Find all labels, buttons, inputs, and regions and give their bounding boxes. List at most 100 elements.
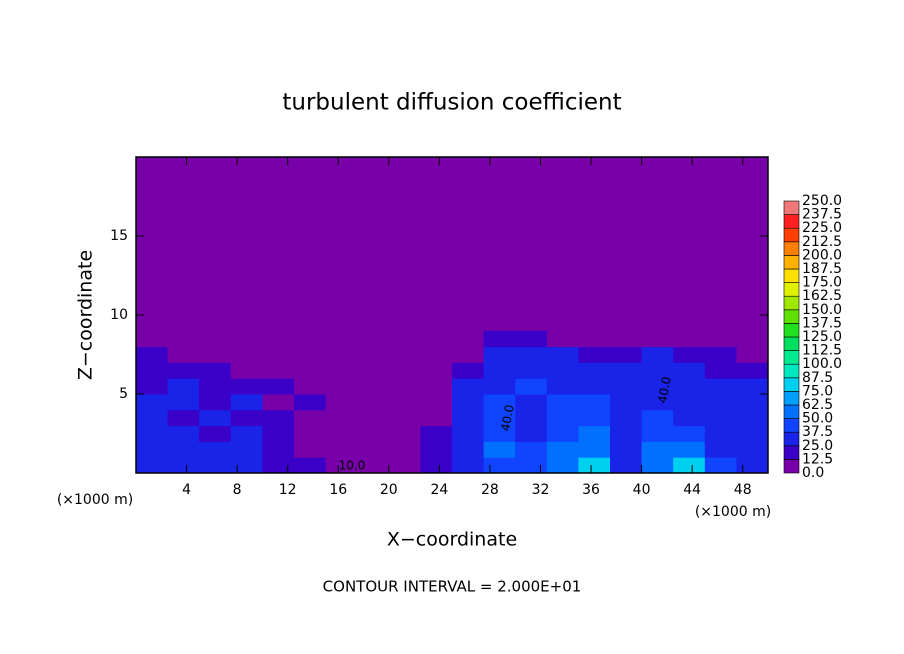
x-axis-label: X−coordinate [387, 529, 517, 551]
field-cell [262, 425, 295, 442]
field-cell [199, 457, 232, 474]
field-cell [199, 409, 232, 427]
colorbar-box [783, 214, 800, 229]
field-cell [546, 457, 579, 474]
field-cell [641, 425, 674, 442]
field-cell [704, 409, 737, 427]
field-cell [388, 441, 421, 458]
colorbar-box [783, 200, 800, 215]
field-cell [294, 409, 327, 427]
field-cell [420, 409, 453, 427]
field-cell [736, 457, 769, 474]
field-cell [136, 378, 169, 395]
field-cell [673, 346, 706, 363]
field-cell [704, 425, 737, 442]
field-cell [357, 409, 390, 427]
colorbar-box [783, 295, 800, 311]
field-cell [388, 362, 421, 379]
field-cell [578, 378, 611, 395]
field-cell [325, 346, 358, 363]
field-cell [578, 441, 611, 458]
field-cell [483, 362, 516, 379]
contour-label: 10.0 [339, 459, 366, 473]
x-tick-label: 36 [582, 482, 600, 498]
field-cell [136, 457, 169, 474]
field-cell [704, 330, 737, 348]
x-tick-label: 16 [329, 482, 347, 498]
field-cell [357, 362, 390, 379]
field-cell [325, 441, 358, 458]
field-cell [736, 394, 769, 411]
y-tick-label: 5 [119, 386, 128, 402]
field-cell [294, 425, 327, 442]
y-axis-label: Z−coordinate [75, 250, 97, 380]
field-cell [136, 346, 169, 363]
field-cell [199, 378, 232, 395]
field-cell [325, 425, 358, 442]
field-cell [136, 394, 169, 411]
x-tick-label: 40 [633, 482, 651, 498]
field-cell [736, 330, 769, 348]
field-cell [546, 441, 579, 458]
field-cell [230, 362, 263, 379]
y-unit: (×1000 m) [57, 492, 133, 508]
field-cell [483, 457, 516, 474]
field-cell [230, 441, 263, 458]
footer: CONTOUR INTERVAL = 2.000E+01 [323, 578, 582, 596]
colorbar-label: 212.5 [802, 234, 842, 250]
colorbar-box [783, 445, 800, 460]
field-cell [641, 330, 674, 348]
field-cell [388, 457, 421, 474]
field-cell [736, 441, 769, 458]
field-cell [515, 425, 548, 442]
field-cell [704, 457, 737, 474]
colorbar-box [783, 268, 800, 283]
field-cell [546, 330, 579, 348]
field-cell [515, 409, 548, 427]
field-cell [452, 330, 485, 348]
y-tick-label: 15 [110, 228, 128, 244]
field-cell [546, 362, 579, 379]
field-cell [736, 362, 769, 379]
field-cell [325, 330, 358, 348]
field-cell [704, 378, 737, 395]
colorbar-label: 125.0 [802, 329, 842, 345]
field-cell [704, 346, 737, 363]
field-cell [294, 378, 327, 395]
field-cell [641, 409, 674, 427]
x-tick-label: 48 [734, 482, 752, 498]
x-tick-label: 24 [430, 482, 448, 498]
colorbar-box [783, 431, 800, 447]
field-cell [704, 441, 737, 458]
field-cell [167, 409, 200, 427]
field-cell [230, 346, 263, 363]
field-cell [294, 362, 327, 379]
field-cell [610, 378, 643, 395]
field-cell [167, 378, 200, 395]
field-cell [546, 394, 579, 411]
field-cell [294, 441, 327, 458]
field-cell [610, 409, 643, 427]
x-tick-label: 44 [683, 482, 701, 498]
field-cell [578, 362, 611, 379]
field-cell [388, 394, 421, 411]
field-cell [420, 457, 453, 474]
contour-label: 40.0 [498, 404, 516, 433]
field-cell [388, 346, 421, 363]
colorbar-label: 50.0 [802, 411, 833, 427]
field-cell [452, 362, 485, 379]
colorbar-label: 162.5 [802, 288, 842, 304]
field-cell [357, 330, 390, 348]
x-tick-label: 4 [182, 482, 191, 498]
field-cell [199, 441, 232, 458]
field-cell [199, 425, 232, 442]
field-cell [199, 346, 232, 363]
field-cell [357, 394, 390, 411]
colorbar-label: 62.5 [802, 397, 833, 413]
colorbar-box [783, 377, 800, 392]
field-cell [578, 394, 611, 411]
field-cell [136, 330, 169, 348]
field-cell [357, 425, 390, 442]
colorbar-box [783, 309, 800, 324]
field-cell [136, 441, 169, 458]
